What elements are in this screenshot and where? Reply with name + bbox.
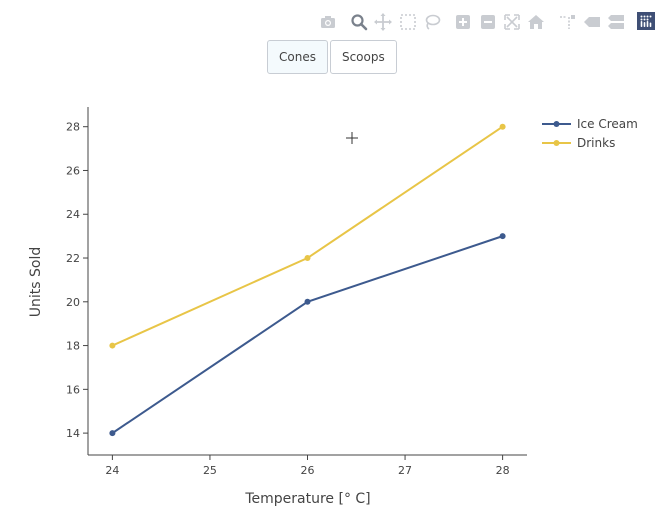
y-axis-title: Units Sold [28, 247, 44, 317]
y-tick-label: 18 [66, 340, 80, 353]
legend-label: Drinks [577, 136, 615, 150]
data-point[interactable] [499, 123, 506, 130]
zoom-in-icon[interactable] [453, 12, 473, 32]
series-layer [109, 123, 506, 437]
x-axis-title: Temperature [° C] [244, 491, 370, 507]
series-line [111, 125, 504, 347]
legend-swatch-marker [553, 121, 560, 127]
legend[interactable]: Ice Cream Drinks [542, 117, 638, 150]
data-point[interactable] [499, 233, 506, 240]
data-point[interactable] [109, 430, 116, 437]
series-drinks [109, 123, 506, 349]
modebar [306, 12, 655, 34]
y-tick-label: 16 [66, 383, 80, 396]
x-tick-label: 28 [496, 464, 510, 477]
dataset-button-group: Cones Scoops [267, 40, 399, 74]
box-select-icon[interactable] [398, 12, 418, 32]
legend-swatch-marker [553, 140, 560, 146]
zoom-out-icon[interactable] [478, 12, 498, 32]
spike-lines-icon[interactable] [557, 12, 577, 32]
y-tick-label: 24 [66, 208, 80, 221]
y-tick-label: 14 [66, 427, 80, 440]
reset-axes-icon[interactable] [526, 12, 546, 32]
data-point[interactable] [109, 342, 116, 349]
pan-icon[interactable] [373, 12, 393, 32]
legend-item[interactable]: Drinks [542, 136, 615, 150]
legend-label: Ice Cream [577, 117, 638, 131]
axes: 24 25 26 27 28 14 16 18 20 22 24 26 28 [66, 107, 527, 477]
plotly-logo-icon[interactable] [637, 12, 657, 32]
y-tick-label: 28 [66, 121, 80, 134]
x-tick-label: 25 [203, 464, 217, 477]
y-tick-label: 22 [66, 252, 80, 265]
data-point[interactable] [304, 298, 311, 305]
legend-item[interactable]: Ice Cream [542, 117, 638, 131]
series-ice-cream [109, 233, 506, 437]
x-tick-label: 24 [105, 464, 119, 477]
autoscale-icon[interactable] [502, 12, 522, 32]
x-tick-label: 27 [398, 464, 412, 477]
camera-icon[interactable] [318, 12, 338, 32]
lasso-icon[interactable] [422, 12, 442, 32]
x-tick-label: 26 [301, 464, 315, 477]
series-line [111, 235, 503, 434]
cones-button[interactable]: Cones [267, 40, 328, 74]
data-point[interactable] [304, 255, 311, 262]
y-tick-label: 20 [66, 296, 80, 309]
y-tick-label: 26 [66, 164, 80, 177]
hover-compare-icon[interactable] [606, 12, 626, 32]
hover-closest-icon[interactable] [582, 12, 602, 32]
crosshair-cursor [346, 132, 358, 144]
scoops-button[interactable]: Scoops [329, 40, 397, 74]
zoom-icon[interactable] [349, 12, 369, 32]
